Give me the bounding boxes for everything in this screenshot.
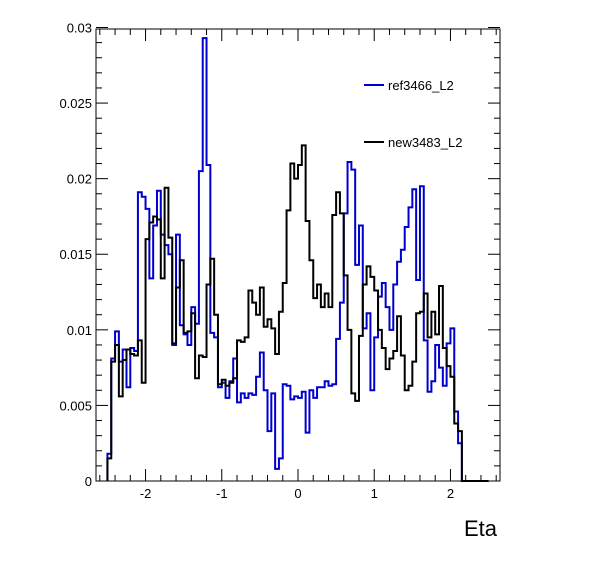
x-tick-label: 2 xyxy=(447,486,454,501)
series-ref-step-line xyxy=(106,37,489,482)
series-new-step-line xyxy=(106,144,489,482)
plot-frame xyxy=(95,28,501,482)
x-tick-label: -2 xyxy=(140,486,152,501)
legend-label-ref: ref3466_L2 xyxy=(388,78,454,93)
y-tick-label: 0.02 xyxy=(67,172,92,187)
y-tick-label: 0.025 xyxy=(59,96,92,111)
series-layer xyxy=(106,37,489,482)
x-tick-label: 1 xyxy=(371,486,378,501)
axis-ticks: -2 -1 0 1 2 0 0.005 0.01 0.015 0.02 0.025 0.03 xyxy=(59,20,500,501)
y-tick-label: 0.015 xyxy=(59,247,92,262)
x-tick-label: 0 xyxy=(294,486,301,501)
y-tick-label: 0 xyxy=(85,474,92,489)
legend: ref3466_L2 new3483_L2 xyxy=(364,78,462,150)
y-tick-label: 0.01 xyxy=(67,323,92,338)
x-tick-label: -1 xyxy=(216,486,228,501)
y-tick-label: 0.005 xyxy=(59,398,92,413)
legend-label-new: new3483_L2 xyxy=(388,135,462,150)
y-tick-label: 0.03 xyxy=(67,20,92,35)
x-axis-label: Eta xyxy=(464,516,498,541)
